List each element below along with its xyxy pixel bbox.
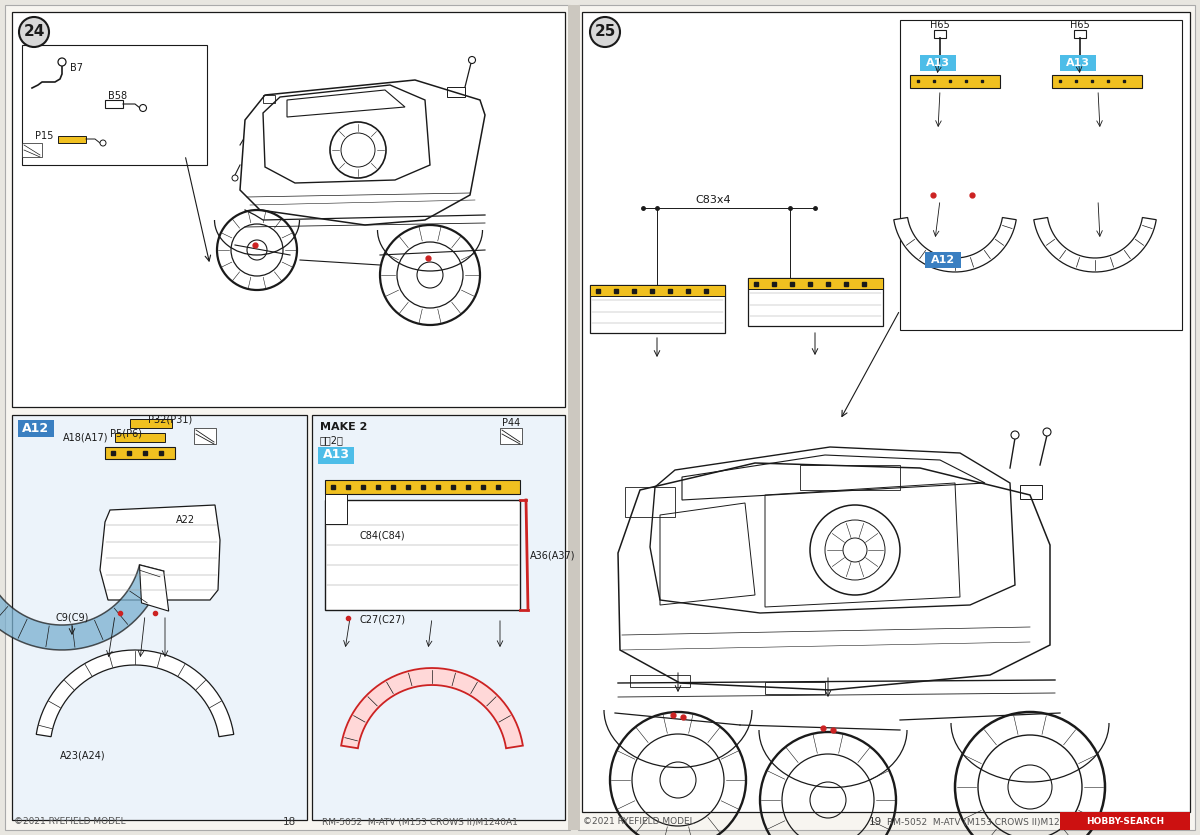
Bar <box>22 45 208 165</box>
Text: A12: A12 <box>23 422 49 434</box>
Bar <box>900 20 1182 330</box>
Circle shape <box>232 175 238 181</box>
Bar <box>582 12 1190 812</box>
Text: MAKE 2: MAKE 2 <box>320 422 367 432</box>
Bar <box>578 5 1195 830</box>
Bar <box>325 480 520 494</box>
Text: A23(A24): A23(A24) <box>60 750 106 760</box>
Circle shape <box>1010 431 1019 439</box>
Circle shape <box>468 57 475 63</box>
Polygon shape <box>36 650 234 736</box>
Bar <box>130 419 172 428</box>
Text: A12: A12 <box>931 255 955 265</box>
Text: B7: B7 <box>70 63 83 73</box>
Text: B58: B58 <box>108 91 127 101</box>
Text: P32(P31): P32(P31) <box>148 415 192 425</box>
Bar <box>748 278 883 289</box>
Bar <box>312 415 565 820</box>
Bar <box>748 278 883 326</box>
Bar <box>1074 30 1086 38</box>
Bar <box>920 55 956 71</box>
Text: C9(C9): C9(C9) <box>55 613 89 623</box>
Bar <box>630 675 690 687</box>
Text: ©2021 RYEFIELD MODEL: ©2021 RYEFIELD MODEL <box>583 817 695 827</box>
Circle shape <box>1043 428 1051 436</box>
Bar <box>446 87 466 97</box>
Polygon shape <box>139 565 169 611</box>
Text: P5(P6): P5(P6) <box>110 429 142 439</box>
Bar <box>590 285 725 296</box>
Text: 制作2組: 制作2組 <box>320 435 344 445</box>
Polygon shape <box>341 668 523 748</box>
Text: ©2021 RYEFIELD MODEL: ©2021 RYEFIELD MODEL <box>14 817 126 827</box>
Bar <box>106 100 124 108</box>
Bar <box>18 420 54 437</box>
Circle shape <box>100 140 106 146</box>
Bar <box>115 433 166 442</box>
Text: HOBBY-SEARCH: HOBBY-SEARCH <box>1086 817 1164 826</box>
Circle shape <box>590 17 620 47</box>
Circle shape <box>19 17 49 47</box>
Text: 18: 18 <box>282 817 295 827</box>
Circle shape <box>139 104 146 112</box>
Bar <box>1060 55 1096 71</box>
Text: H65: H65 <box>1070 20 1090 30</box>
Bar <box>590 285 725 333</box>
Bar <box>263 95 275 103</box>
Text: P44: P44 <box>502 418 521 428</box>
Bar <box>500 428 522 444</box>
Polygon shape <box>894 217 1016 272</box>
Bar <box>5 5 570 830</box>
Text: P15: P15 <box>35 131 53 141</box>
Text: A13: A13 <box>1066 58 1090 68</box>
Bar <box>12 415 307 820</box>
Text: RM-5052  M-ATV (M153 CROWS II)M1240A1: RM-5052 M-ATV (M153 CROWS II)M1240A1 <box>887 817 1082 827</box>
Polygon shape <box>100 505 220 600</box>
Bar <box>58 136 86 143</box>
Bar <box>1060 812 1190 830</box>
Text: C83x4: C83x4 <box>695 195 731 205</box>
Bar <box>325 500 520 610</box>
Bar <box>568 5 580 830</box>
Bar <box>194 428 216 444</box>
Bar <box>910 75 1000 88</box>
Bar <box>1052 75 1142 88</box>
Bar <box>934 30 946 38</box>
Text: 25: 25 <box>594 24 616 39</box>
Text: A18(A17): A18(A17) <box>64 432 108 442</box>
Polygon shape <box>0 565 163 650</box>
Text: A13: A13 <box>323 448 349 462</box>
Bar <box>12 12 565 407</box>
Text: A22: A22 <box>175 515 194 525</box>
Bar <box>766 682 826 694</box>
Bar <box>625 487 674 517</box>
Text: A36(A37): A36(A37) <box>530 550 576 560</box>
Bar <box>106 447 175 459</box>
Bar <box>1020 485 1042 499</box>
Text: 19: 19 <box>869 817 882 827</box>
Bar <box>325 494 347 524</box>
Circle shape <box>58 58 66 66</box>
Text: 24: 24 <box>23 24 44 39</box>
Bar <box>925 252 961 268</box>
Text: H65: H65 <box>930 20 950 30</box>
Bar <box>318 447 354 464</box>
Bar <box>800 465 900 490</box>
Polygon shape <box>1033 217 1157 272</box>
Text: C27(C27): C27(C27) <box>360 615 406 625</box>
Bar <box>22 143 42 157</box>
Text: A13: A13 <box>926 58 950 68</box>
Text: C84(C84): C84(C84) <box>360 530 406 540</box>
Text: RM-5052  M-ATV (M153 CROWS II)M1240A1: RM-5052 M-ATV (M153 CROWS II)M1240A1 <box>322 817 518 827</box>
